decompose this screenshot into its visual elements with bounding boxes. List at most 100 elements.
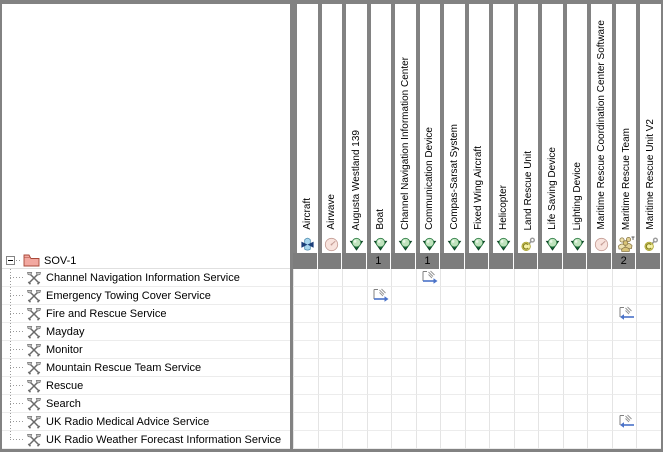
matrix-cell[interactable] (611, 413, 637, 431)
matrix-cell[interactable] (317, 269, 343, 287)
matrix-cell[interactable] (293, 395, 318, 413)
matrix-cell[interactable] (342, 323, 367, 341)
matrix-cell[interactable] (391, 359, 416, 377)
matrix-cell[interactable] (440, 377, 465, 395)
column-header[interactable]: Life Saving Device (538, 4, 563, 253)
matrix-cell[interactable] (317, 287, 343, 305)
matrix-cell[interactable] (342, 413, 367, 431)
matrix-cell[interactable] (562, 269, 588, 287)
matrix-cell[interactable] (636, 305, 661, 323)
column-header[interactable]: Maritime Rescue Unit V2 (636, 4, 661, 253)
matrix-cell[interactable] (611, 305, 637, 323)
matrix-cell[interactable] (415, 305, 441, 323)
matrix-cell[interactable] (489, 377, 514, 395)
column-header[interactable]: Airwave (317, 4, 343, 253)
matrix-cell[interactable] (489, 269, 514, 287)
matrix-cell[interactable] (366, 413, 392, 431)
matrix-cell[interactable] (562, 395, 588, 413)
matrix-cell[interactable] (611, 269, 637, 287)
matrix-cell[interactable] (317, 305, 343, 323)
matrix-cell[interactable] (317, 377, 343, 395)
matrix-cell[interactable] (440, 431, 465, 449)
matrix-cell[interactable] (391, 341, 416, 359)
column-header[interactable]: Lighting Device (562, 4, 588, 253)
column-header[interactable]: Helicopter (489, 4, 514, 253)
matrix-cell[interactable] (391, 287, 416, 305)
matrix-cell[interactable] (415, 395, 441, 413)
matrix-cell[interactable] (342, 341, 367, 359)
matrix-cell[interactable] (513, 431, 539, 449)
tree-item[interactable]: Rescue (2, 377, 290, 395)
matrix-cell[interactable] (342, 359, 367, 377)
matrix-cell[interactable] (538, 377, 563, 395)
matrix-cell[interactable] (538, 341, 563, 359)
matrix-cell[interactable] (611, 431, 637, 449)
matrix-cell[interactable] (464, 269, 490, 287)
expander-minus-icon[interactable] (6, 256, 15, 265)
matrix-cell[interactable] (489, 413, 514, 431)
matrix-cell[interactable] (513, 323, 539, 341)
matrix-cell[interactable] (538, 431, 563, 449)
matrix-cell[interactable] (587, 305, 612, 323)
column-header[interactable]: Channel Navigation Information Center (391, 4, 416, 253)
matrix-cell[interactable] (440, 287, 465, 305)
matrix-cell[interactable] (538, 305, 563, 323)
column-header[interactable]: Maritime Rescue Team (611, 4, 637, 253)
matrix-cell[interactable] (636, 413, 661, 431)
matrix-cell[interactable] (317, 341, 343, 359)
column-header[interactable]: Aircraft (293, 4, 318, 253)
matrix-cell[interactable] (513, 269, 539, 287)
matrix-cell[interactable] (587, 359, 612, 377)
matrix-cell[interactable] (538, 413, 563, 431)
matrix-cell[interactable] (317, 431, 343, 449)
matrix-cell[interactable] (342, 269, 367, 287)
matrix-cell[interactable] (342, 287, 367, 305)
matrix-cell[interactable] (464, 395, 490, 413)
matrix-cell[interactable] (317, 323, 343, 341)
matrix-cell[interactable] (587, 395, 612, 413)
matrix-cell[interactable] (464, 287, 490, 305)
matrix-cell[interactable] (317, 359, 343, 377)
matrix-cell[interactable] (293, 377, 318, 395)
matrix-cell[interactable] (513, 341, 539, 359)
matrix-cell[interactable] (611, 323, 637, 341)
tree-item[interactable]: Mayday (2, 323, 290, 341)
matrix-cell[interactable] (636, 269, 661, 287)
matrix-cell[interactable] (366, 359, 392, 377)
matrix-cell[interactable] (317, 413, 343, 431)
matrix-cell[interactable] (366, 395, 392, 413)
matrix-cell[interactable] (538, 359, 563, 377)
matrix-cell[interactable] (513, 413, 539, 431)
tree-item[interactable]: Fire and Rescue Service (2, 305, 290, 323)
matrix-cell[interactable] (391, 377, 416, 395)
matrix-cell[interactable] (562, 323, 588, 341)
matrix-cell[interactable] (587, 377, 612, 395)
matrix-cell[interactable] (587, 341, 612, 359)
matrix-cell[interactable] (489, 395, 514, 413)
tree-item[interactable]: UK Radio Weather Forecast Information Se… (2, 431, 290, 449)
matrix-cell[interactable] (513, 287, 539, 305)
matrix-cell[interactable] (538, 323, 563, 341)
column-header[interactable]: Fixed Wing Aircraft (464, 4, 490, 253)
matrix-cell[interactable] (293, 269, 318, 287)
source-package-row[interactable]: SOV-1 (2, 253, 290, 269)
matrix-cell[interactable] (293, 413, 318, 431)
matrix-cell[interactable] (464, 323, 490, 341)
column-header[interactable]: Maritime Rescue Coordination Center Soft… (587, 4, 612, 253)
tree-item[interactable]: UK Radio Medical Advice Service (2, 413, 290, 431)
matrix-cell[interactable] (391, 431, 416, 449)
matrix-cell[interactable] (489, 287, 514, 305)
matrix-cell[interactable] (562, 359, 588, 377)
matrix-cell[interactable] (562, 431, 588, 449)
column-header[interactable]: Compas-Sarsat System (440, 4, 465, 253)
matrix-cell[interactable] (538, 269, 563, 287)
matrix-cell[interactable] (342, 377, 367, 395)
column-header[interactable]: Communication Device (415, 4, 441, 253)
matrix-cell[interactable] (415, 413, 441, 431)
matrix-cell[interactable] (513, 395, 539, 413)
matrix-cell[interactable] (562, 287, 588, 305)
matrix-cell[interactable] (489, 323, 514, 341)
matrix-cell[interactable] (513, 305, 539, 323)
matrix-cell[interactable] (440, 359, 465, 377)
matrix-cell[interactable] (611, 395, 637, 413)
